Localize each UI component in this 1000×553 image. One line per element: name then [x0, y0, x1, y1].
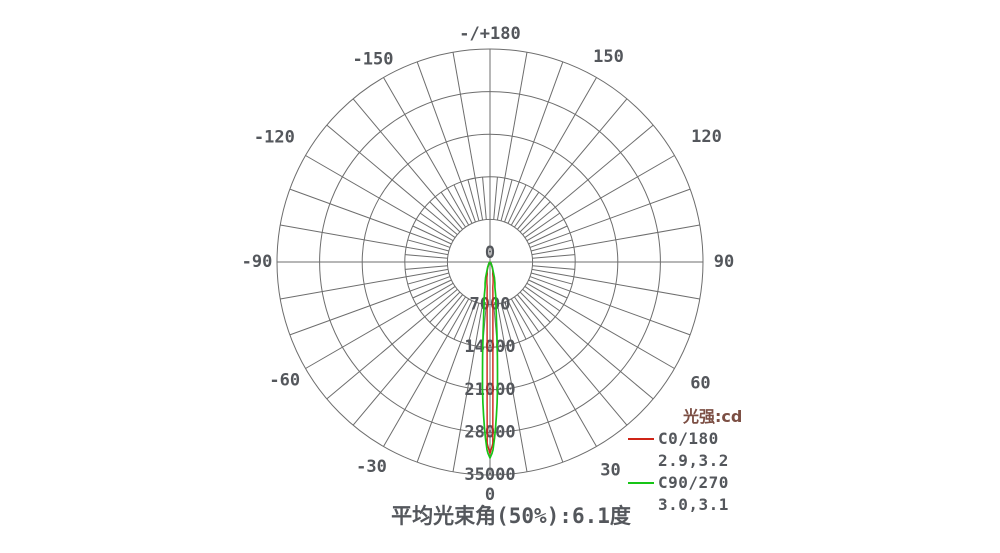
grid-spoke-major [416, 61, 476, 223]
angle-label-90: -90 [242, 252, 273, 272]
ring-label: 35000 [464, 465, 515, 485]
grid-spoke-minor [429, 291, 461, 323]
legend-item-c90-270: C90/270 [628, 472, 778, 494]
grid-spoke-minor [500, 303, 513, 345]
grid-spoke-major [510, 77, 597, 226]
grid-spoke-major [352, 294, 464, 426]
series-curve-C90-270 [481, 261, 499, 459]
grid-spoke-major [504, 61, 564, 223]
grid-spoke-minor [467, 179, 480, 221]
grid-spoke-major [496, 303, 528, 472]
angle-label-90: 90 [714, 252, 734, 272]
grid-spoke-minor [524, 286, 561, 312]
grid-spoke-minor [405, 254, 448, 259]
grid-spoke-minor [412, 279, 452, 299]
grid-spoke-major [531, 268, 700, 300]
ring-label: 21000 [464, 380, 515, 400]
grid-spoke-minor [531, 272, 573, 285]
angle-label-120: 120 [691, 127, 722, 147]
grid-spoke-minor [514, 191, 540, 228]
grid-spoke-minor [532, 254, 575, 259]
grid-spoke-minor [429, 201, 461, 233]
grid-spoke-major [526, 155, 675, 242]
legend-item-beam-angles: 2.9,3.2 [658, 451, 729, 470]
grid-spoke-major [526, 282, 675, 369]
c0-180-line-swatch [628, 438, 654, 440]
grid-spoke-major [383, 77, 470, 226]
grid-spoke-major [289, 276, 451, 336]
grid-spoke-minor [528, 279, 568, 299]
c90-270-line-swatch [628, 482, 654, 484]
grid-spoke-major [289, 188, 451, 248]
legend-item-label: C90/270 [658, 473, 729, 492]
angle-label-120: -120 [254, 128, 295, 148]
grid-spoke-major [531, 224, 700, 256]
legend-item-label: C0/180 [658, 429, 719, 448]
grid-spoke-major [529, 188, 691, 248]
legend-title: 光强:cd [683, 407, 743, 426]
grid-spoke-minor [440, 191, 466, 228]
grid-spoke-major [529, 276, 691, 336]
angle-label-180: -/+180 [459, 24, 520, 44]
grid-spoke-minor [531, 239, 573, 252]
angle-label-30: -30 [356, 457, 387, 477]
grid-spoke-minor [482, 177, 487, 220]
legend-item-beam-angles: 3.0,3.1 [658, 495, 729, 514]
grid-spoke-major [516, 98, 628, 230]
grid-spoke-minor [419, 286, 456, 312]
grid-spoke-major [326, 288, 458, 400]
grid-spoke-minor [507, 300, 527, 340]
grid-spoke-minor [524, 212, 561, 238]
grid-spoke-minor [528, 225, 568, 245]
grid-spoke-major [305, 155, 454, 242]
ring-label: 28000 [464, 422, 515, 442]
angle-label-60: -60 [269, 371, 300, 391]
grid-spoke-major [510, 298, 597, 447]
ring-label: 7000 [470, 295, 511, 315]
grid-spoke-major [522, 124, 654, 236]
grid-spoke-minor [405, 265, 448, 270]
grid-spoke-major [280, 224, 449, 256]
ring-label: 0 [485, 243, 495, 263]
grid-spoke-minor [507, 184, 527, 224]
grid-spoke-minor [493, 177, 498, 220]
average-beam-angle-caption: 平均光束角(50%):6.1度 [391, 504, 631, 528]
grid-spoke-minor [532, 265, 575, 270]
series-curve-C0-180 [486, 261, 494, 455]
ring-label: 14000 [464, 337, 515, 357]
grid-spoke-major [516, 294, 628, 426]
grid-spoke-major [326, 124, 458, 236]
grid-spoke-minor [419, 212, 456, 238]
grid-spoke-major [280, 268, 449, 300]
grid-spoke-minor [407, 272, 449, 285]
grid-spoke-minor [440, 296, 466, 333]
angle-label-150: -150 [353, 49, 394, 69]
grid-spoke-minor [407, 239, 449, 252]
grid-spoke-major [452, 303, 484, 472]
angle-label-30: 30 [600, 461, 620, 481]
grid-spoke-minor [412, 225, 452, 245]
grid-spoke-major [416, 301, 476, 463]
legend-item-c0-180: C0/180 [628, 428, 778, 450]
grid-spoke-minor [519, 291, 551, 323]
grid-spoke-major [496, 52, 528, 221]
grid-spoke-minor [500, 179, 513, 221]
grid-spoke-major [504, 301, 564, 463]
grid-spoke-minor [467, 303, 480, 345]
grid-spoke-minor [519, 201, 551, 233]
grid-spoke-minor [514, 296, 540, 333]
angle-label-150: 150 [593, 47, 624, 67]
angle-label-60: 60 [690, 374, 710, 394]
grid-spoke-major [305, 282, 454, 369]
grid-spoke-major [522, 288, 654, 400]
chart-legend: 光强:cd C0/180 2.9,3.2 C90/270 3.0,3.1 [628, 406, 778, 516]
grid-spoke-major [383, 298, 470, 447]
grid-spoke-minor [453, 300, 473, 340]
angle-label-0: 0 [485, 485, 495, 505]
grid-spoke-major [352, 98, 464, 230]
grid-spoke-minor [453, 184, 473, 224]
grid-spoke-major [452, 52, 484, 221]
